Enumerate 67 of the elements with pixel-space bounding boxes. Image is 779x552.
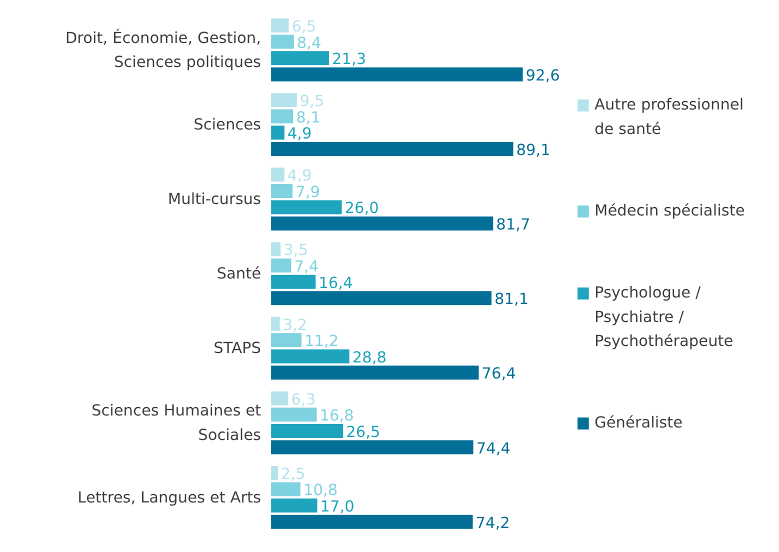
data-label: 11,2 [304,332,339,350]
bar [271,109,294,124]
bar [271,349,350,364]
data-label: 16,8 [320,406,354,425]
bar [271,142,514,156]
bar [271,258,292,273]
bar [271,67,523,82]
data-label: 21,3 [332,50,366,68]
data-label: 4,9 [287,166,312,185]
bar [271,242,281,256]
data-label: 81,1 [494,290,529,308]
data-label: 28,8 [352,348,387,366]
bar [271,93,297,108]
data-label: 74,4 [476,439,510,458]
data-label: 4,9 [287,124,312,143]
data-label: 2,5 [280,464,306,483]
data-label: 7,9 [296,182,320,201]
bar [271,482,300,496]
bar [271,366,479,380]
bar [271,391,288,406]
bar [271,274,316,289]
bar [271,291,492,306]
data-label: 76,4 [482,364,516,383]
bar [271,168,284,182]
y-tick-label: Sciences Humaines et Sociales [91,402,262,444]
data-label: 26,5 [346,422,380,441]
data-label: 16,4 [318,274,353,292]
bar [271,18,289,32]
data-label: 74,2 [476,514,510,532]
bar [271,184,293,198]
bar [271,408,317,422]
data-label: 8,4 [296,34,322,52]
y-tick-label: Sciences [194,116,262,134]
y-tick-label: Multi-cursus [168,190,262,208]
y-tick-label: Droit, Économie, Gestion, Sciences politiques [65,28,262,72]
bar [271,466,278,480]
data-label: 3,5 [284,241,308,260]
bar [271,316,280,331]
data-label: 92,6 [526,66,560,84]
data-label: 8,1 [296,108,320,126]
bar [271,514,473,529]
bar [271,498,318,513]
data-label: 6,3 [291,390,316,408]
bar [271,126,284,140]
bar [271,200,342,214]
data-label: 10,8 [303,481,338,500]
legend-label: Généraliste [594,414,683,432]
bar [271,424,344,438]
y-tick-label: Santé [216,264,262,283]
data-label: 81,7 [496,216,530,234]
data-label: 9,5 [300,92,324,110]
bar [271,34,294,49]
bar [271,216,494,231]
legend-label: Autre professionnel de santé [594,96,744,138]
y-tick-label: Lettres, Langues et Arts [78,488,262,506]
data-label: 26,0 [344,199,379,218]
y-tick-label: STAPS [214,339,262,358]
bar [271,51,329,66]
data-label: 7,4 [294,258,319,276]
data-label: 3,2 [282,316,308,334]
data-label: 6,5 [292,18,316,36]
bar [271,440,474,454]
legend-label: Psychologue / Psychiatre / Psychothérapeute [594,284,734,350]
legend-label: Médecin spécialiste [594,202,745,220]
data-label: 89,1 [516,140,550,159]
data-label: 17,0 [320,498,354,516]
bar [271,333,302,348]
